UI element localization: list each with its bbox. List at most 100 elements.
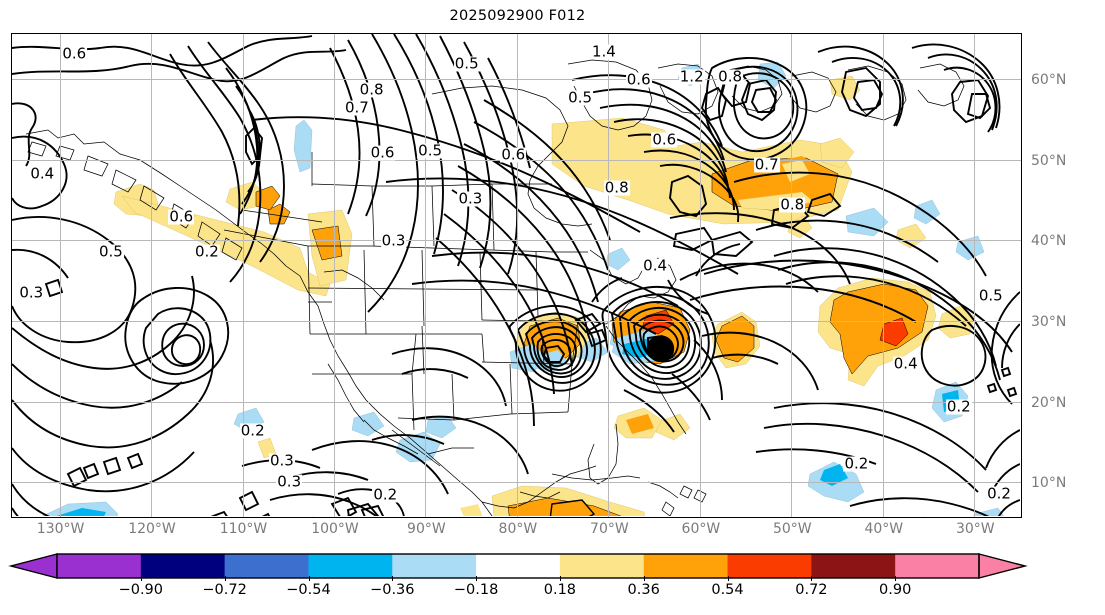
colorbar-swatch[interactable]: [476, 554, 561, 578]
colorbar-swatch[interactable]: [392, 554, 477, 578]
contour-label: 0.8: [717, 67, 744, 86]
colorbar-tick-label: 0.54: [711, 582, 744, 598]
contour-label: 0.6: [369, 143, 396, 162]
contour-overlay: [12, 34, 1020, 516]
contour-label: 0.6: [500, 145, 527, 164]
colorbar-tick-label: −0.36: [370, 582, 415, 598]
gridline-vertical: [882, 34, 884, 517]
contour-label: 0.2: [239, 421, 266, 440]
colorbar-swatch[interactable]: [643, 554, 728, 578]
gridline-vertical: [699, 34, 701, 517]
colorbar-tick-label: 0.90: [879, 582, 912, 598]
contour-label: 0.5: [97, 242, 124, 261]
contour-label: 0.3: [18, 283, 45, 302]
contour-label: 0.7: [753, 155, 780, 174]
colorbar-tick-mark: [811, 576, 813, 581]
contour-label: 0.5: [453, 54, 480, 73]
colorbar-tick-label: −0.72: [202, 582, 247, 598]
colorbar-tick-mark: [559, 576, 561, 581]
colorbar-swatch[interactable]: [57, 554, 142, 578]
colorbar-tick-label: 0.72: [795, 582, 828, 598]
colorbar-tick-mark: [140, 576, 142, 581]
gridline-vertical: [59, 34, 61, 517]
colorbar-swatch[interactable]: [308, 554, 393, 578]
shading-layer: [42, 61, 1004, 516]
contour-label: 0.3: [276, 472, 303, 490]
colorbar-extend-low: [8, 553, 58, 579]
colorbar-swatch[interactable]: [224, 554, 309, 578]
coastline-layer: [25, 59, 965, 516]
contour-label: 0.6: [625, 70, 652, 89]
x-tick-label: 80°W: [498, 521, 538, 537]
colorbar-tick-label: −0.54: [286, 582, 331, 598]
y-tick-label: 30°N: [1031, 313, 1067, 330]
contour-label: 0.2: [193, 242, 220, 261]
contour-label: 1.2: [678, 67, 705, 86]
y-tick-label: 60°N: [1031, 72, 1067, 89]
x-tick-label: 60°W: [681, 521, 721, 537]
contour-label: 0.8: [358, 80, 385, 99]
colorbar-swatch[interactable]: [727, 554, 812, 578]
contour-label: 0.5: [567, 88, 594, 107]
gridline-horizontal: [12, 320, 1021, 322]
gridline-vertical: [334, 34, 335, 517]
contour-label: 0.6: [168, 207, 195, 226]
contour-label: 0.3: [457, 189, 484, 208]
colorbar-swatch[interactable]: [140, 554, 226, 578]
colorbar-tick-mark: [224, 576, 226, 581]
colorbar-swatch[interactable]: [811, 554, 896, 578]
colorbar-tick-label: −0.18: [453, 582, 499, 598]
x-tick-label: 130°W: [36, 521, 85, 537]
contour-label: 0.4: [892, 354, 919, 373]
gridline-vertical: [151, 34, 152, 517]
x-tick-label: 90°W: [407, 521, 446, 537]
colorbar-tick-label: −0.90: [118, 582, 164, 598]
y-tick-label: 40°N: [1031, 233, 1067, 250]
contour-label: 0.5: [417, 141, 444, 160]
chart-title: 2025092900 F012: [449, 8, 586, 24]
contour-label: 0.3: [380, 231, 407, 250]
gridline-vertical: [974, 34, 976, 517]
colorbar-tick-mark: [895, 576, 897, 581]
contour-label: 0.3: [268, 451, 295, 470]
colorbar-tick-label: 0.18: [543, 582, 577, 598]
contour-label: 0.6: [61, 44, 88, 63]
contour-layer: [12, 34, 1020, 516]
gridline-horizontal: [12, 401, 1021, 403]
y-tick-label: 50°N: [1031, 152, 1067, 169]
gridline-vertical: [608, 34, 610, 517]
gridline-vertical: [242, 34, 244, 517]
contour-label: 0.2: [986, 484, 1012, 503]
colorbar-swatch[interactable]: [559, 554, 645, 578]
colorbar-swatch[interactable]: [895, 554, 980, 578]
gridline-horizontal: [12, 240, 1021, 242]
gridline-horizontal: [12, 482, 1021, 484]
x-tick-label: 110°W: [219, 521, 268, 537]
contour-label: 0.2: [372, 485, 399, 504]
colorbar-swatches[interactable]: [0, 552, 1105, 582]
colorbar-tick-mark: [392, 576, 394, 581]
contour-label: 0.5: [977, 286, 1004, 305]
contour-label: 0.8: [779, 195, 806, 214]
map-axes[interactable]: [11, 33, 1022, 518]
map-plot-area: [12, 34, 1021, 517]
colorbar[interactable]: −0.90 −0.72 −0.54 −0.36 −0.18 0.18 0.36 0.54 0.7…: [0, 552, 1105, 615]
x-tick-label: 70°W: [590, 521, 629, 537]
colorbar-outline: [56, 553, 980, 579]
y-tick-label: 20°N: [1031, 394, 1067, 411]
contour-label: 1.4: [590, 42, 617, 61]
colorbar-tick-mark: [308, 576, 310, 581]
gridline-vertical: [425, 34, 427, 517]
contour-label: 0.7: [343, 98, 370, 116]
colorbar-tick-mark: [727, 576, 729, 581]
x-tick-label: 40°W: [864, 521, 904, 537]
x-tick-label: 50°W: [772, 521, 812, 537]
colorbar-tick-mark: [476, 576, 478, 581]
colorbar-extend-high: [978, 553, 1028, 579]
colorbar-tick-mark: [643, 576, 645, 581]
contour-label: 0.4: [642, 256, 669, 274]
gridline-vertical: [516, 34, 518, 517]
contour-label: 0.2: [843, 454, 870, 473]
gridline-horizontal: [12, 79, 1021, 81]
